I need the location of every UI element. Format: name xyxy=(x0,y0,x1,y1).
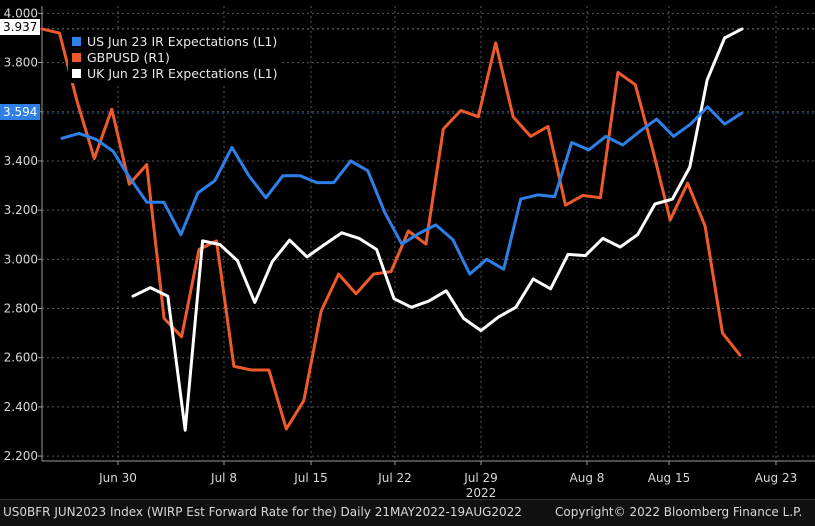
footer-copyright: Copyright© 2022 Bloomberg Finance L.P. xyxy=(555,505,802,519)
uk-last-value-label: 3.937 xyxy=(0,19,40,35)
y-tick-label: 2.800 xyxy=(4,302,38,316)
legend-label-uk: UK Jun 23 IR Expectations (L1) xyxy=(87,66,278,81)
legend-item-uk: UK Jun 23 IR Expectations (L1) xyxy=(72,65,278,81)
legend-label-us: US Jun 23 IR Expectations (L1) xyxy=(87,34,277,49)
x-axis-label: 2022 xyxy=(466,486,497,499)
x-tick-label: Jul 22 xyxy=(377,471,412,485)
y-tick-label: 2.600 xyxy=(4,351,38,365)
x-tick-label: Aug 23 xyxy=(755,471,798,485)
y-tick-label: 2.200 xyxy=(4,449,38,463)
y-tick-label: 2.400 xyxy=(4,400,38,414)
x-tick-label: Jul 8 xyxy=(210,471,237,485)
x-tick-label: Jun 30 xyxy=(98,471,137,485)
legend-swatch-uk xyxy=(72,69,81,78)
legend-item-gbpusd: GBPUSD (R1) xyxy=(72,49,278,65)
us-last-value-label: 3.594 xyxy=(0,104,40,120)
legend-item-us: US Jun 23 IR Expectations (L1) xyxy=(72,33,278,49)
footer-bar: US0BFR JUN2023 Index (WIRP Est Forward R… xyxy=(0,499,815,526)
x-tick-label: Jul 15 xyxy=(293,471,328,485)
legend-swatch-gbpusd xyxy=(72,53,81,62)
footer-left-text: US0BFR JUN2023 Index (WIRP Est Forward R… xyxy=(3,505,522,519)
legend-label-gbpusd: GBPUSD (R1) xyxy=(87,50,170,65)
legend: US Jun 23 IR Expectations (L1) GBPUSD (R… xyxy=(68,30,282,83)
y-tick-label: 3.400 xyxy=(4,154,38,168)
x-tick-label: Aug 8 xyxy=(570,471,605,485)
legend-swatch-us xyxy=(72,37,81,46)
x-tick-label: Jul 29 xyxy=(463,471,498,485)
x-tick-label: Aug 15 xyxy=(648,471,691,485)
y-tick-label: 3.000 xyxy=(4,252,38,266)
y-tick-label: 3.800 xyxy=(4,56,38,70)
y-tick-label: 3.200 xyxy=(4,203,38,217)
